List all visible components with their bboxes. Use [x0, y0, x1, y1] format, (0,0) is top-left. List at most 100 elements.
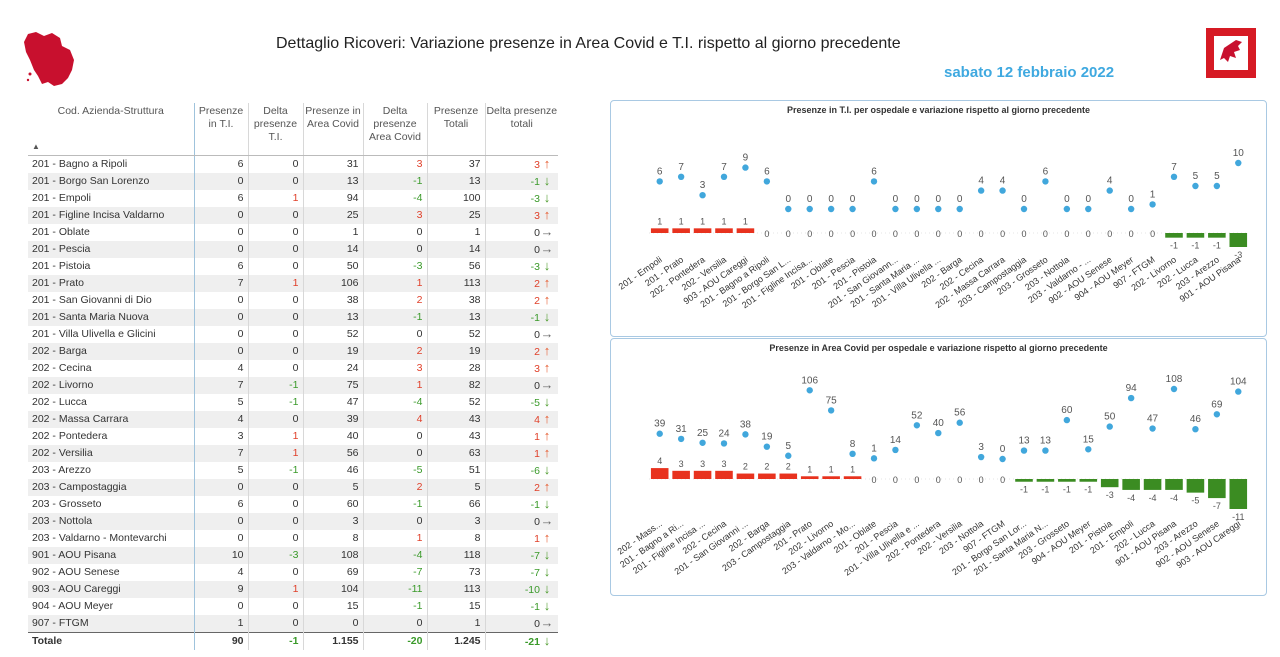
tuscany-map-logo [22, 30, 82, 95]
table-row[interactable]: 203 - Valdarno - Montevarchi 0 0 8 1 8 1 ↑ [28, 529, 558, 547]
table-row[interactable]: 202 - Lucca 5 -1 47 -4 52 -5 ↓ [28, 393, 558, 411]
presence-point [742, 164, 749, 171]
presence-label: 9 [743, 153, 749, 164]
cell-col-3: 50 [303, 257, 364, 275]
delta-label: 0 [936, 229, 941, 239]
presence-label: 47 [1147, 414, 1159, 425]
cell-col-3: 69 [303, 563, 364, 581]
page-title: Dettaglio Ricoveri: Variazione presenze … [276, 35, 901, 52]
cell-col-5: 8 [427, 529, 486, 547]
table-row[interactable]: 201 - Bagno a Ripoli 6 0 31 3 37 3 ↑ [28, 155, 558, 173]
cell-col-2: 0 [248, 529, 304, 547]
table-row[interactable]: 203 - Nottola 0 0 3 0 3 0→ [28, 512, 558, 530]
cell-col-6: 1 ↑ [485, 530, 558, 547]
table-row[interactable]: 201 - Empoli 6 1 94 -4 100 -3 ↓ [28, 189, 558, 207]
arrow-down-icon: ↓ [543, 580, 551, 596]
cell-col-5: 118 [427, 546, 486, 564]
cell-col-5: 51 [427, 461, 486, 479]
cell-col-6: 0→ [485, 376, 558, 394]
delta-total-value: 0 [534, 515, 540, 528]
presence-point [742, 431, 749, 438]
table-header: Cod. Azienda-Struttura ▲ Presenze in T.I. D… [28, 103, 558, 156]
cell-col-4: 2 [363, 342, 428, 360]
cell-col-3: 19 [303, 342, 364, 360]
cell-struttura: 202 - Cecina [28, 359, 195, 377]
table-row[interactable]: 202 - Livorno 7 -1 75 1 82 0→ [28, 376, 558, 394]
presence-point [956, 419, 963, 426]
presence-point [1085, 446, 1092, 453]
table-row[interactable]: 202 - Barga 0 0 19 2 19 2 ↑ [28, 342, 558, 360]
table-row[interactable]: 201 - Pistoia 6 0 50 -3 56 -3 ↓ [28, 257, 558, 275]
table-row[interactable]: 201 - Santa Maria Nuova 0 0 13 -1 13 -1 ↓ [28, 308, 558, 326]
table-row[interactable]: 202 - Versilia 7 1 56 0 63 1 ↑ [28, 444, 558, 462]
table-row[interactable]: 201 - San Giovanni di Dio 0 0 38 2 38 2 ↑ [28, 291, 558, 309]
table-row[interactable]: 901 - AOU Pisana 10 -3 108 -4 118 -7 ↓ [28, 546, 558, 564]
cell-col-2: 1 [248, 189, 304, 207]
table-row[interactable]: 201 - Oblate 0 0 1 0 1 0→ [28, 223, 558, 241]
header-col-2[interactable]: Delta presenze T.I. [248, 103, 304, 156]
sort-asc-icon[interactable]: ▲ [32, 141, 40, 151]
table-row[interactable]: 203 - Campostaggia 0 0 5 2 5 2 ↑ [28, 478, 558, 496]
delta-bar [693, 470, 712, 479]
table-row[interactable]: 201 - Figline Incisa Valdarno 0 0 25 3 25 3 ↑ [28, 206, 558, 224]
table-row[interactable]: 203 - Grosseto 6 0 60 -1 66 -1 ↓ [28, 495, 558, 513]
cell-col-6: 4 ↑ [485, 410, 558, 428]
delta-label: 1 [657, 216, 662, 226]
presence-point [1235, 159, 1242, 167]
table-row[interactable]: 201 - Villa Ulivella e Glicini 0 0 52 0 52 0→ [28, 325, 558, 343]
header-col-3[interactable]: Presenze in Area Covid [303, 103, 364, 156]
table-row[interactable]: 202 - Massa Carrara 4 0 39 4 43 4 ↑ [28, 410, 558, 428]
cell-col-6: -6 ↓ [485, 462, 558, 479]
table-row[interactable]: 903 - AOU Careggi 9 1 104 -11 113 -10 ↓ [28, 580, 558, 598]
covid-chart-panel: Presenze in Area Covid per ospedale e va… [610, 338, 1267, 596]
delta-label: 0 [914, 475, 919, 485]
presence-label: 19 [761, 432, 773, 443]
presence-point [827, 205, 835, 213]
table-row[interactable]: 904 - AOU Meyer 0 0 15 -1 15 -1 ↓ [28, 597, 558, 615]
table-row[interactable]: 202 - Pontedera 3 1 40 0 43 1 ↑ [28, 427, 558, 445]
cell-col-1: 4 [194, 563, 249, 581]
table-row[interactable]: 201 - Prato 7 1 106 1 113 2 ↑ [28, 274, 558, 292]
presence-label: 108 [1166, 374, 1183, 385]
cell-struttura: 203 - Arezzo [28, 461, 195, 479]
cell-col-2: -1 [248, 376, 304, 394]
cell-col-3: 106 [303, 274, 364, 292]
delta-total-value: 0 [534, 379, 540, 392]
ti-chart-title: Presenze in T.I. per ospedale e variazio… [786, 105, 1091, 115]
cell-col-5: 43 [427, 410, 486, 428]
delta-label: -4 [1170, 493, 1178, 503]
cell-col-2: 0 [248, 563, 304, 581]
table-row[interactable]: 902 - AOU Senese 4 0 69 -7 73 -7 ↓ [28, 563, 558, 581]
table-total-row[interactable]: Totale 90 -1 1.155 -20 1.245 -21 ↓ [28, 631, 558, 650]
cell-col-3: 56 [303, 444, 364, 462]
presence-label: 0 [1128, 194, 1134, 205]
table-row[interactable]: 202 - Cecina 4 0 24 3 28 3 ↑ [28, 359, 558, 377]
presence-label: 4 [978, 176, 984, 187]
arrow-down-icon: ↓ [543, 563, 551, 579]
header-name[interactable]: Cod. Azienda-Struttura ▲ [28, 103, 195, 156]
cell-struttura: 203 - Grosseto [28, 495, 195, 513]
presence-label: 5 [1214, 171, 1220, 182]
table-row[interactable]: 907 - FTGM 1 0 0 0 1 0→ [28, 614, 558, 632]
cell-col-4: 2 [363, 478, 428, 496]
delta-label: -3 [1106, 490, 1114, 500]
table-row[interactable]: 201 - Borgo San Lorenzo 0 0 13 -1 13 -1 ↓ [28, 172, 558, 190]
delta-label: 0 [1150, 229, 1155, 239]
header-col-1[interactable]: Presenze in T.I. [194, 103, 249, 156]
presence-point [1042, 447, 1049, 454]
delta-total-value: 0 [534, 243, 540, 256]
header-col-4[interactable]: Delta presenze Area Covid [363, 103, 428, 156]
table-row[interactable]: 201 - Pescia 0 0 14 0 14 0→ [28, 240, 558, 258]
cell-col-2: 0 [248, 240, 304, 258]
arrow-up-icon: ↑ [543, 342, 551, 358]
header-col-5[interactable]: Presenze Totali [427, 103, 486, 156]
header-col-6[interactable]: Delta presenze totali [485, 103, 558, 156]
presence-point [763, 443, 771, 450]
cell-col-2: 0 [248, 478, 304, 496]
cell-col-1: 7 [194, 274, 249, 292]
table-row[interactable]: 203 - Arezzo 5 -1 46 -5 51 -6 ↓ [28, 461, 558, 479]
presence-label: 3 [978, 442, 984, 453]
arrow-up-icon: ↑ [543, 274, 551, 290]
cell-col-5: 113 [427, 580, 486, 598]
delta-bar [1165, 479, 1183, 490]
